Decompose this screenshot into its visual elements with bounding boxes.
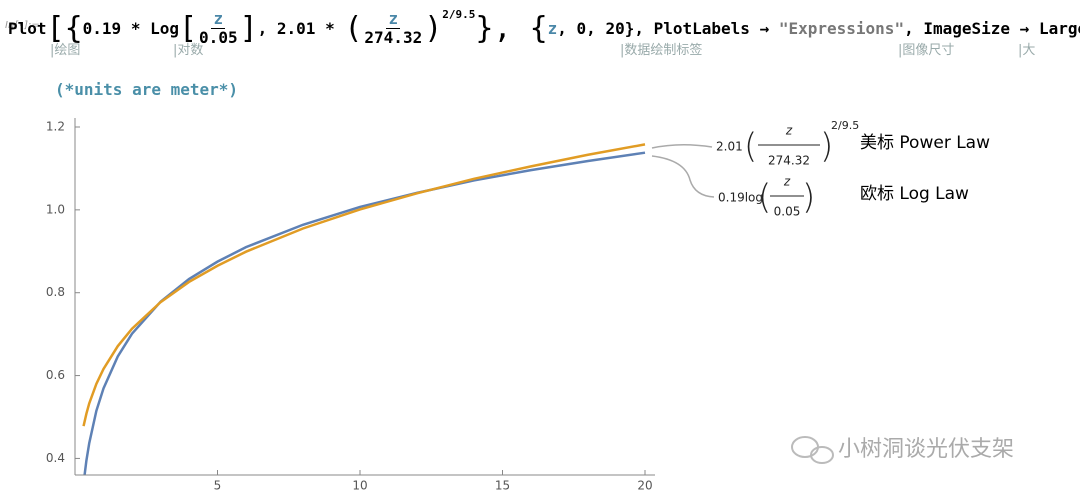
code: "Expressions" [778,18,905,38]
x-tick-label: 5 [214,479,222,493]
paren: ( [758,178,771,218]
watermark-icon [791,436,834,464]
y-tick-label: 0.4 [46,451,65,465]
input-code[interactable]: Plot [ { 0.19 * Log [ z 0.05 ] , 2.01 * (… [8,8,1080,47]
comment: (*units are meter*) [55,80,239,99]
code: }, { [475,10,548,46]
code: [ [178,10,198,46]
hint: |大 [1018,43,1036,58]
fraction: z 0.05 [199,8,238,47]
paren: ( [744,127,757,167]
code: 2/9.5 [442,8,476,21]
code: z [386,8,401,29]
x-tick-label: 20 [637,479,652,493]
annotation: 美标 Power Law [860,133,990,153]
label-exp: 2/9.5 [831,119,859,132]
y-tick-label: 0.6 [46,368,65,382]
y-tick-label: 1.2 [46,120,65,134]
code: ( [344,10,363,46]
y-tick-label: 0.8 [46,285,65,299]
code: { [64,10,83,46]
line-series [83,151,646,475]
annotation: 欧标 Log Law [860,184,969,204]
x-tick-label: 10 [352,479,367,493]
code: z [547,18,558,38]
x-tick-label: 15 [495,479,510,493]
y-tick-label: 1.0 [46,202,65,216]
code: 0.05 [199,27,238,47]
line-series [82,143,646,427]
label-num: z [785,124,793,138]
code: , 2.01 * [257,18,345,38]
hint: |图像尺寸 [898,43,955,58]
code: 0.19 * Log [82,18,179,38]
code: , 0, 20}, PlotLabels → [557,18,779,38]
label-coef: 0.19log [718,191,763,205]
hint: |绘图 [50,43,81,58]
code: , ImageSize → Large [904,18,1080,38]
paren: ) [820,127,833,167]
label-num: z [783,175,791,189]
leader-line [651,155,715,198]
watermark: 小树洞谈光伏支架 [838,437,1014,462]
code: Plot [8,18,47,38]
code: z [211,8,226,29]
hint: |数据绘制标签 [620,43,703,58]
label-den: 0.05 [774,205,801,219]
paren: ) [802,178,815,218]
label-coef: 2.01 [716,140,743,154]
input-label: In[•]:= [5,20,40,31]
plot-label: 2.01 ( z 274.32 ) 2/9.5 0.19log ( z 0.05… [716,119,859,219]
code: ) [424,10,443,46]
fraction: z 274.32 [364,8,423,47]
code: 274.32 [364,27,423,47]
code: ] [239,10,258,46]
hint: |对数 [173,43,204,58]
leader-line [651,144,713,149]
code: [ [46,10,65,46]
label-den: 274.32 [768,154,810,168]
